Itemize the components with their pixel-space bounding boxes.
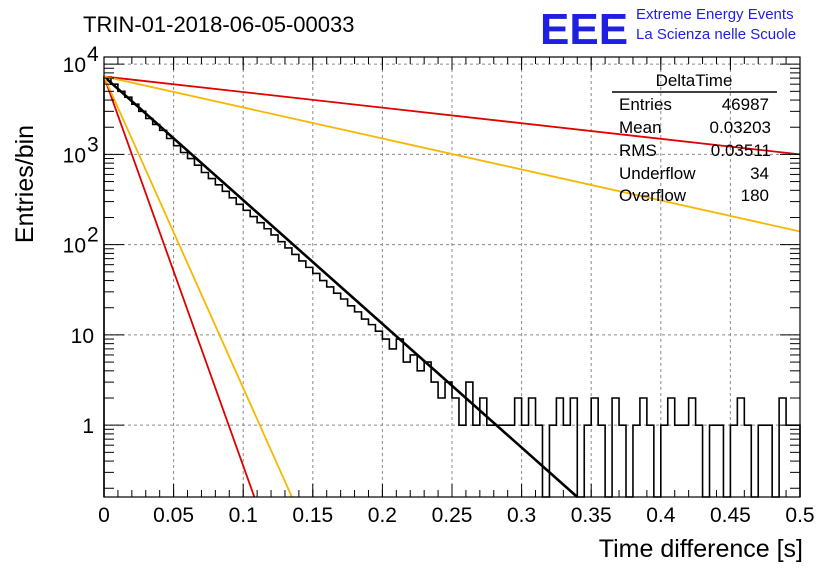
x-tick-label: 0.35 — [571, 504, 612, 527]
y-tick-label: 10 — [71, 325, 94, 348]
histogram — [103, 76, 801, 498]
stats-value-overflow: 180 — [741, 186, 769, 205]
fit-line — [103, 75, 801, 156]
x-tick-label: 0.2 — [368, 504, 397, 527]
stats-label-entries: Entries — [619, 95, 672, 114]
y-tick-label: 10 — [63, 54, 86, 77]
y-axis-title: Entries/bin — [11, 125, 39, 243]
x-tick-label: 0.1 — [229, 504, 258, 527]
y-tick-exponent: 4 — [87, 43, 99, 66]
x-tick-label: 0.05 — [153, 504, 194, 527]
fit-line — [103, 75, 801, 233]
fit-line — [103, 76, 256, 498]
stats-value-mean: 0.03203 — [710, 118, 771, 137]
stats-label-rms: RMS — [619, 141, 657, 160]
stats-value-underflow: 34 — [750, 164, 769, 183]
x-tick-label: 0.5 — [785, 504, 814, 527]
stats-box: DeltaTime Entries 46987 Mean 0.03203 RMS… — [612, 71, 777, 205]
stats-label-underflow: Underflow — [619, 164, 696, 183]
axis-ticks: 0 0.05 0.1 0.15 0.2 0.25 0.3 0.35 0.4 0.45 0.5 1 10 1… — [63, 43, 815, 527]
fit-lines — [103, 75, 801, 498]
x-tick-label: 0 — [98, 504, 110, 527]
stats-label-overflow: Overflow — [619, 186, 687, 205]
logo-text: EEE — [540, 5, 628, 54]
stats-label-mean: Mean — [619, 118, 662, 137]
stats-title: DeltaTime — [656, 71, 733, 90]
x-tick-label: 0.4 — [646, 504, 676, 527]
eee-logo: EEE Extreme Energy Events La Scienza nel… — [540, 5, 796, 54]
stats-value-entries: 46987 — [722, 95, 769, 114]
logo-line-1: Extreme Energy Events — [636, 6, 794, 23]
x-axis-title: Time difference [s] — [599, 535, 803, 563]
y-tick-exponent: 2 — [87, 224, 99, 247]
x-tick-label: 0.45 — [710, 504, 751, 527]
histogram-steps — [103, 76, 801, 498]
x-tick-label: 0.25 — [432, 504, 473, 527]
x-tick-label: 0.15 — [292, 504, 333, 527]
fit-line — [103, 75, 579, 498]
y-tick-exponent: 3 — [87, 133, 99, 156]
stats-value-rms: 0.03511 — [711, 141, 771, 160]
fit-line — [103, 76, 293, 498]
logo-line-2: La Scienza nelle Scuole — [636, 26, 796, 43]
x-tick-label: 0.3 — [507, 504, 536, 527]
y-tick-label: 1 — [82, 415, 94, 438]
chart-title: TRIN-01-2018-06-05-00033 — [83, 12, 355, 37]
y-tick-label: 10 — [63, 235, 86, 258]
y-tick-label: 10 — [63, 144, 86, 167]
